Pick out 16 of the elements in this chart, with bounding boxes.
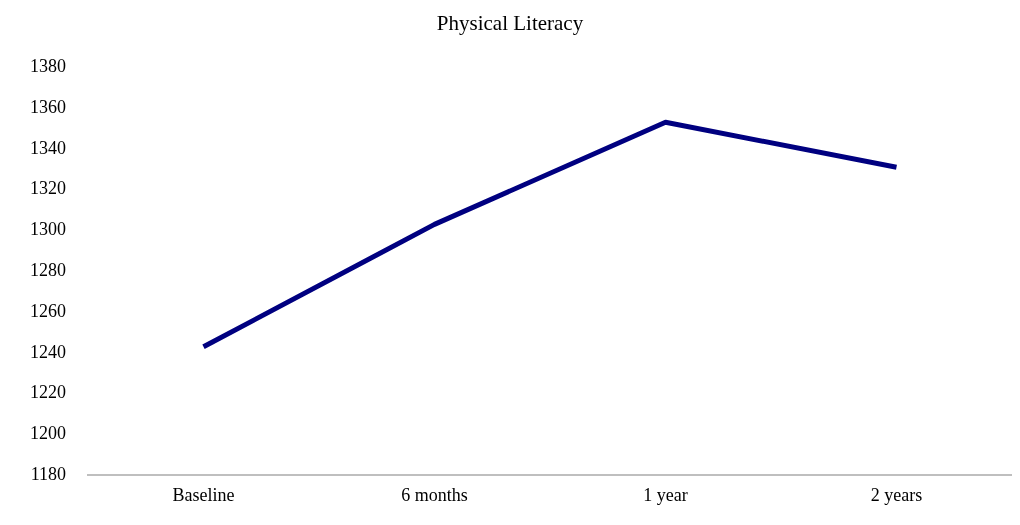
y-tick-label: 1280 — [30, 260, 66, 281]
y-tick-label: 1340 — [30, 137, 66, 158]
x-tick-label: 6 months — [401, 484, 468, 505]
x-tick-label: 2 years — [870, 484, 923, 505]
x-tick-label: Baseline — [172, 484, 235, 505]
y-tick-label: 1200 — [30, 423, 66, 444]
y-tick-label: 1320 — [30, 178, 66, 199]
y-tick-label: 1260 — [30, 300, 66, 321]
y-tick-label: 1180 — [30, 464, 66, 485]
x-tick-label: 1 year — [643, 484, 688, 505]
y-tick-label: 1240 — [30, 341, 66, 362]
y-tick-label: 1300 — [30, 219, 66, 240]
y-tick-label: 1380 — [30, 55, 66, 76]
y-tick-label: 1360 — [30, 96, 66, 117]
chart-title: Physical Literacy — [436, 11, 584, 36]
y-tick-label: 1220 — [30, 382, 66, 403]
